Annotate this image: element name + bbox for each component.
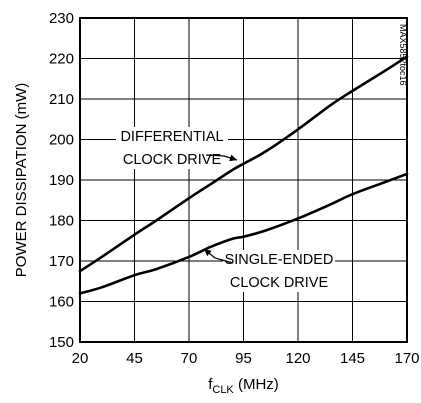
y-tick-label: 210 — [49, 91, 74, 108]
x-axis-title: fCLK (MHz) — [208, 376, 279, 396]
series-lines — [78, 55, 409, 295]
x-axis-title-unit: (MHz) — [234, 376, 279, 393]
annotation-arrowhead — [229, 154, 237, 162]
figure-code-watermark: MAX5852toc16 — [398, 24, 408, 86]
y-tick-label: 230 — [49, 10, 74, 27]
series-line-differential — [78, 55, 409, 273]
x-tick-label: 170 — [394, 350, 419, 367]
x-axis-title-subscript: CLK — [212, 384, 234, 396]
annotation-text: CLOCK DRIVE — [230, 275, 329, 291]
x-tick-labels: 20 45 70 95 120 145 170 — [72, 350, 420, 367]
grid-lines — [80, 18, 407, 342]
annotation-text: DIFFERENTIAL — [120, 129, 223, 145]
annotations: DIFFERENTIAL CLOCK DRIVE SINGLE-ENDED CLOCK… — [116, 127, 335, 292]
x-tick-label: 120 — [285, 350, 310, 367]
y-tick-label: 190 — [49, 172, 74, 189]
y-tick-label: 220 — [49, 51, 74, 68]
y-tick-label: 160 — [49, 294, 74, 311]
annotation-background — [223, 250, 335, 292]
x-tick-label: 70 — [181, 350, 198, 367]
x-tick-label: 95 — [235, 350, 252, 367]
y-tick-labels: 150 160 170 180 190 200 210 220 230 — [49, 10, 74, 351]
x-tick-label: 20 — [72, 350, 89, 367]
annotation-text: CLOCK DRIVE — [123, 152, 222, 168]
x-tick-label: 45 — [126, 350, 143, 367]
x-tick-label: 145 — [340, 350, 365, 367]
y-tick-label: 150 — [49, 334, 74, 351]
plot-frame — [79, 17, 408, 343]
y-tick-label: 170 — [49, 253, 74, 270]
annotation-text: SINGLE-ENDED — [225, 252, 334, 268]
y-tick-label: 200 — [49, 132, 74, 149]
y-tick-label: 180 — [49, 213, 74, 230]
annotation-background — [116, 127, 228, 169]
x-axis-title-main: f — [208, 376, 213, 393]
y-axis-title: POWER DISSIPATION (mW) — [13, 83, 30, 277]
series-line-single-ended — [78, 172, 409, 295]
annotation-arrowhead — [204, 249, 212, 257]
